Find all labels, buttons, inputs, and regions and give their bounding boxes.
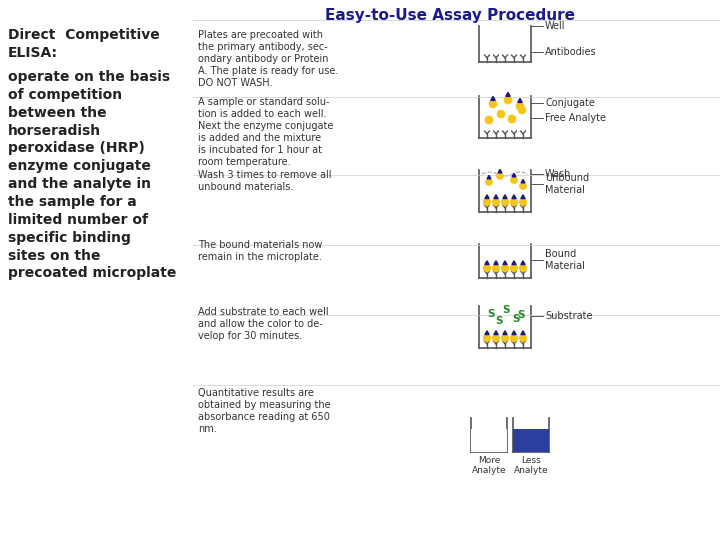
Text: Bound
Material: Bound Material <box>545 249 585 271</box>
Polygon shape <box>505 92 510 97</box>
Text: Wash: Wash <box>545 169 572 179</box>
Circle shape <box>497 110 505 118</box>
Circle shape <box>519 264 527 272</box>
Polygon shape <box>494 261 498 265</box>
Circle shape <box>492 334 500 342</box>
Polygon shape <box>512 173 516 177</box>
Text: Unbound
Material: Unbound Material <box>545 173 589 195</box>
Polygon shape <box>512 195 516 199</box>
Text: Easy-to-Use Assay Procedure: Easy-to-Use Assay Procedure <box>325 8 575 23</box>
Text: S: S <box>512 314 520 324</box>
Polygon shape <box>491 97 495 100</box>
Polygon shape <box>485 331 489 335</box>
Circle shape <box>485 179 492 186</box>
Circle shape <box>501 198 509 206</box>
Bar <box>471 429 507 452</box>
Circle shape <box>483 198 491 206</box>
Text: Wash 3 times to remove all
unbound materials.: Wash 3 times to remove all unbound mater… <box>198 170 331 192</box>
Polygon shape <box>494 195 498 199</box>
Circle shape <box>489 100 497 108</box>
Text: S: S <box>495 316 503 326</box>
Circle shape <box>516 102 524 110</box>
Circle shape <box>501 334 509 342</box>
Text: S: S <box>503 305 510 315</box>
Polygon shape <box>485 195 489 199</box>
Circle shape <box>510 264 518 272</box>
Circle shape <box>520 183 526 190</box>
Circle shape <box>492 198 500 206</box>
Polygon shape <box>512 261 516 265</box>
Text: Antibodies: Antibodies <box>545 47 597 57</box>
Circle shape <box>518 106 526 114</box>
Polygon shape <box>503 195 507 199</box>
Polygon shape <box>494 331 498 335</box>
Circle shape <box>519 334 527 342</box>
Polygon shape <box>485 261 489 265</box>
Circle shape <box>483 334 491 342</box>
Circle shape <box>510 177 518 184</box>
Polygon shape <box>521 195 525 199</box>
Text: Substrate: Substrate <box>545 311 593 321</box>
Polygon shape <box>512 331 516 335</box>
Polygon shape <box>498 170 502 173</box>
Polygon shape <box>518 98 522 103</box>
Text: S: S <box>517 310 525 320</box>
Text: S: S <box>487 309 495 319</box>
Circle shape <box>501 264 509 272</box>
Polygon shape <box>521 261 525 265</box>
Circle shape <box>510 198 518 206</box>
Text: A sample or standard solu-
tion is added to each well.
Next the enzyme conjugate: A sample or standard solu- tion is added… <box>198 97 333 167</box>
Text: Direct  Competitive
ELISA:: Direct Competitive ELISA: <box>8 28 160 60</box>
Text: Less
Analyte: Less Analyte <box>513 456 549 475</box>
Polygon shape <box>503 331 507 335</box>
Text: operate on the basis
of competition
between the
horseradish
peroxidase (HRP)
enz: operate on the basis of competition betw… <box>8 70 176 280</box>
Text: The bound materials now
remain in the microplate.: The bound materials now remain in the mi… <box>198 240 323 262</box>
Circle shape <box>497 172 503 179</box>
Text: Plates are precoated with
the primary antibody, sec-
ondary antibody or Protein
: Plates are precoated with the primary an… <box>198 30 338 88</box>
Text: Quantitative results are
obtained by measuring the
absorbance reading at 650
nm.: Quantitative results are obtained by mea… <box>198 388 330 434</box>
Text: Add substrate to each well
and allow the color to de-
velop for 30 minutes.: Add substrate to each well and allow the… <box>198 307 328 341</box>
Polygon shape <box>503 261 507 265</box>
Polygon shape <box>521 179 525 183</box>
Circle shape <box>510 334 518 342</box>
Text: Well: Well <box>545 21 565 31</box>
Circle shape <box>504 96 512 104</box>
Circle shape <box>508 115 516 123</box>
Circle shape <box>483 264 491 272</box>
Text: More
Analyte: More Analyte <box>472 456 506 475</box>
Polygon shape <box>487 176 491 179</box>
Circle shape <box>519 198 527 206</box>
Polygon shape <box>521 331 525 335</box>
Bar <box>513 429 549 452</box>
Text: Free Analyte: Free Analyte <box>545 113 606 123</box>
Circle shape <box>485 116 493 124</box>
Text: Conjugate: Conjugate <box>545 98 595 108</box>
Circle shape <box>492 264 500 272</box>
